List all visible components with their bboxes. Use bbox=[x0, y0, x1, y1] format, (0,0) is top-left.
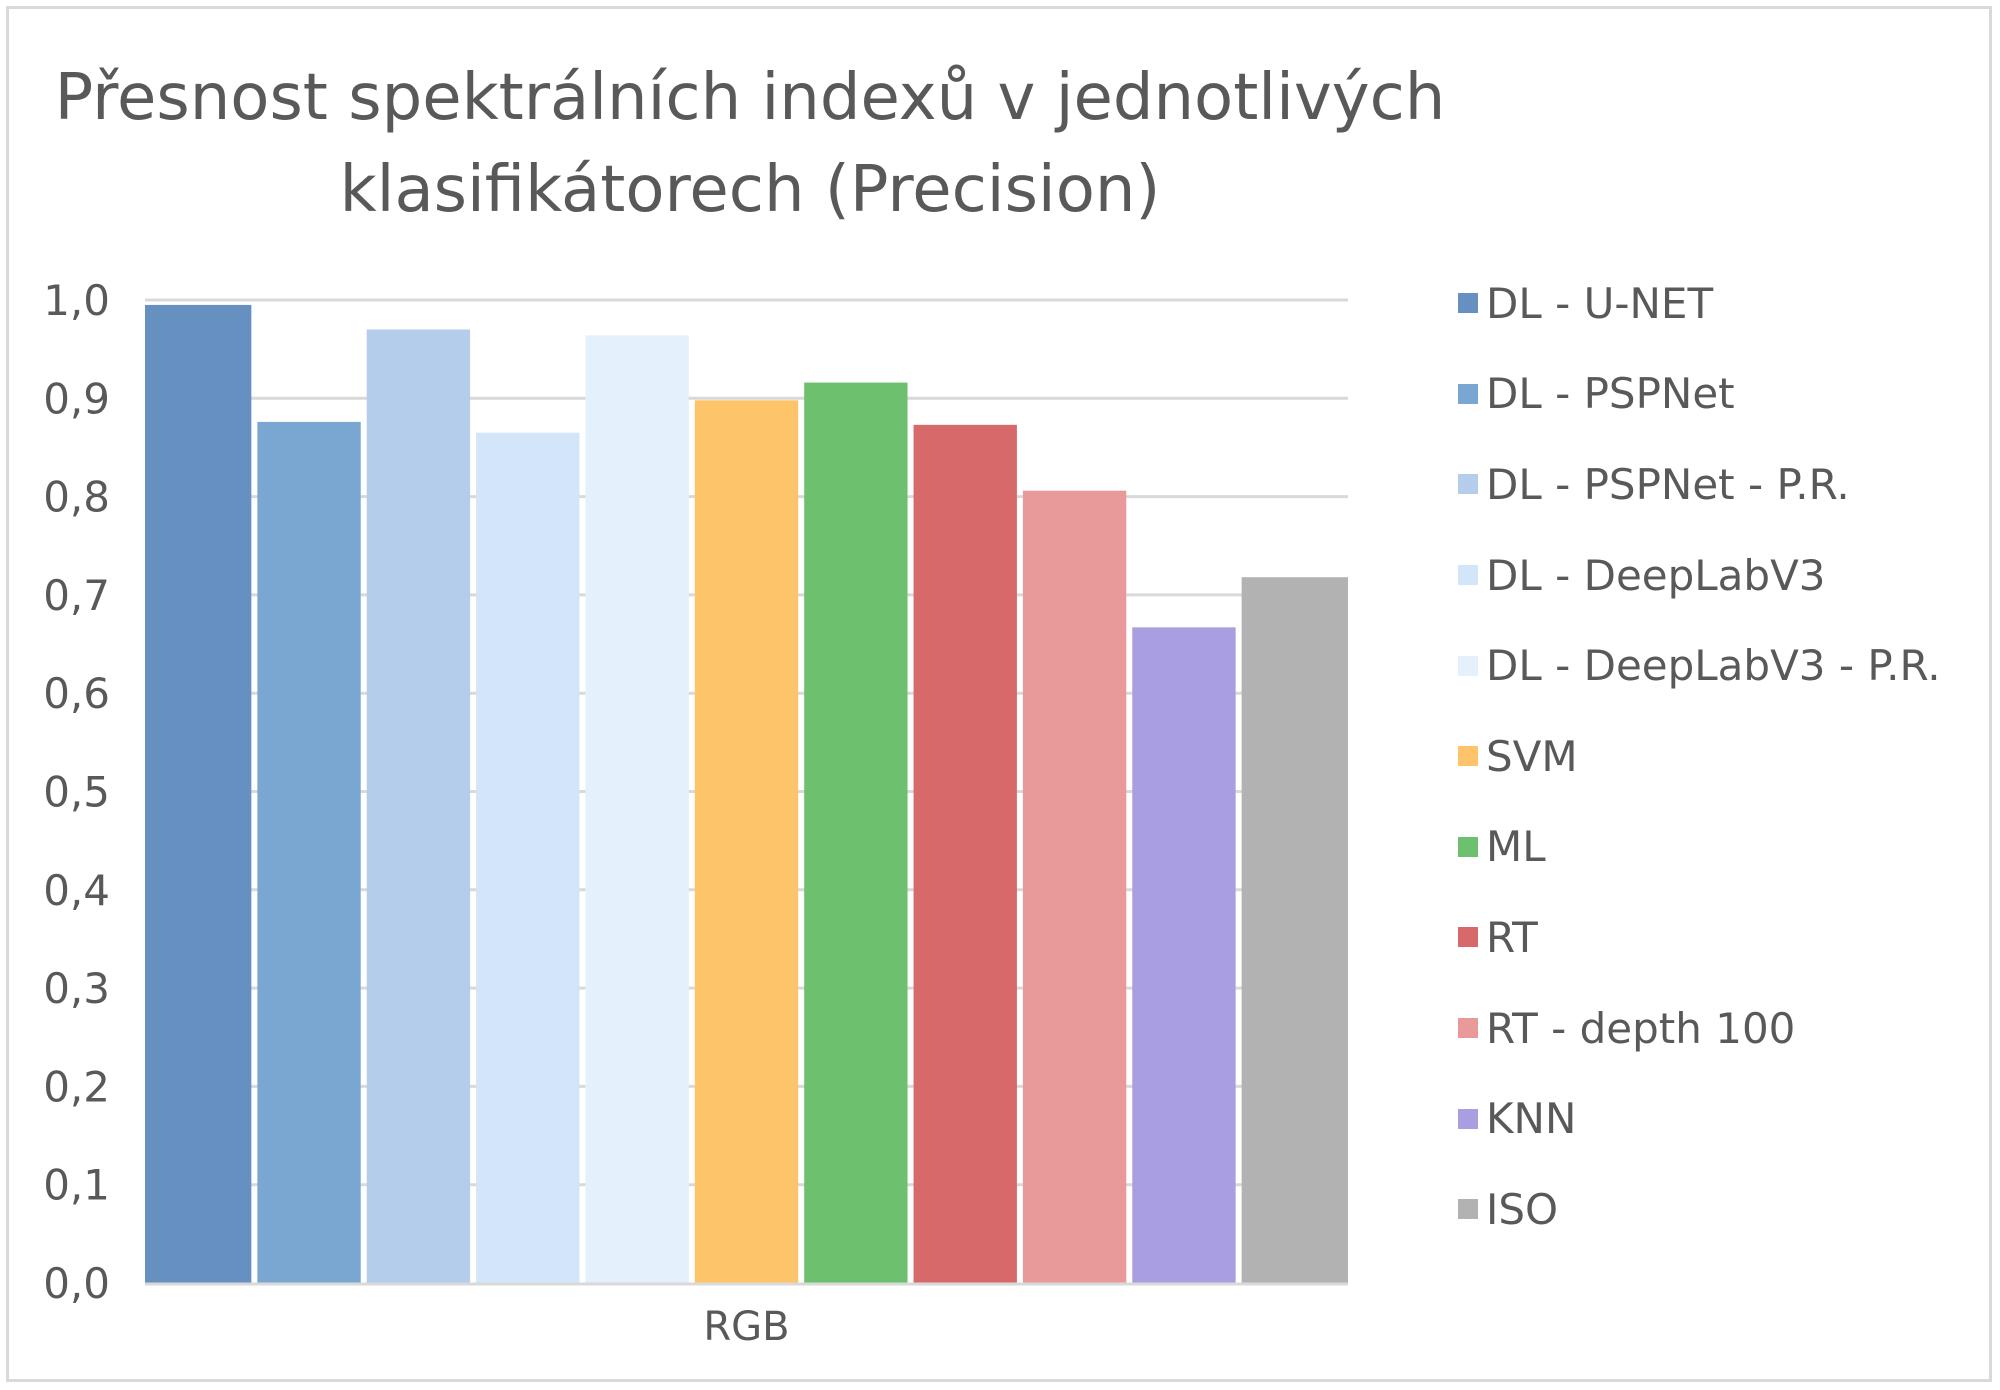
bar-knn bbox=[1132, 627, 1236, 1283]
bar-dl-pspnet bbox=[257, 421, 361, 1284]
legend-label: DL - PSPNet bbox=[1486, 369, 1735, 419]
legend-label: ML bbox=[1486, 822, 1546, 872]
legend-swatch bbox=[1458, 383, 1478, 404]
legend-item: DL - U-NET bbox=[1458, 258, 1988, 349]
legend-swatch bbox=[1458, 565, 1478, 586]
legend-label: DL - DeepLabV3 bbox=[1486, 550, 1826, 600]
legend-label: KNN bbox=[1486, 1094, 1577, 1144]
y-tick-label: 0,9 bbox=[43, 374, 110, 423]
legend-swatch bbox=[1458, 293, 1478, 314]
bar-dl-pspnet-p-r bbox=[366, 329, 471, 1283]
y-tick-label: 0,4 bbox=[43, 866, 110, 915]
legend-label: RT bbox=[1486, 912, 1538, 962]
legend-item: SVM bbox=[1458, 711, 1988, 802]
y-tick-label: 0,1 bbox=[43, 1161, 110, 1210]
legend-item: DL - DeepLabV3 - P.R. bbox=[1458, 620, 1988, 711]
legend-swatch bbox=[1458, 474, 1478, 495]
y-tick-label: 0,6 bbox=[43, 669, 110, 718]
bar-dl-deeplabv3 bbox=[476, 432, 580, 1284]
legend-label: RT - depth 100 bbox=[1486, 1003, 1796, 1053]
bar-dl-deeplabv3-p-r bbox=[585, 335, 689, 1283]
bar-dl-u-net bbox=[145, 304, 252, 1283]
bar-ml bbox=[804, 382, 908, 1283]
x-category-label: RGB bbox=[703, 1304, 789, 1350]
legend-label: SVM bbox=[1486, 731, 1578, 781]
y-tick-label: 0,5 bbox=[43, 768, 110, 817]
bar-svm bbox=[694, 400, 799, 1283]
bar-iso bbox=[1241, 577, 1348, 1283]
legend-item: DL - DeepLabV3 bbox=[1458, 530, 1988, 621]
y-tick-label: 1,0 bbox=[43, 276, 110, 325]
legend-label: ISO bbox=[1486, 1184, 1559, 1234]
legend-swatch bbox=[1458, 927, 1478, 948]
legend-item: RT - depth 100 bbox=[1458, 983, 1988, 1074]
y-tick-label: 0,3 bbox=[43, 964, 110, 1013]
legend-swatch bbox=[1458, 1018, 1478, 1039]
legend-label: DL - DeepLabV3 - P.R. bbox=[1486, 641, 1941, 691]
legend-swatch bbox=[1458, 1108, 1478, 1129]
legend-label: DL - U-NET bbox=[1486, 278, 1714, 328]
bar-rt bbox=[913, 424, 1017, 1283]
legend-item: DL - PSPNet - P.R. bbox=[1458, 439, 1988, 530]
chart-title: Přesnost spektrálních indexů v jednotliv… bbox=[54, 61, 1446, 227]
legend-swatch bbox=[1458, 836, 1478, 857]
legend-swatch bbox=[1458, 746, 1478, 767]
y-tick-label: 0,0 bbox=[43, 1259, 110, 1308]
y-tick-label: 0,8 bbox=[43, 473, 110, 522]
legend-item: ISO bbox=[1458, 1164, 1988, 1255]
legend-item: ML bbox=[1458, 802, 1988, 893]
legend-item: KNN bbox=[1458, 1073, 1988, 1164]
legend-item: DL - PSPNet bbox=[1458, 349, 1988, 440]
y-tick-label: 0,2 bbox=[43, 1062, 110, 1111]
chart-legend: DL - U-NET DL - PSPNet DL - PSPNet - P.R. D… bbox=[1458, 258, 1988, 1255]
bar-rt-depth-100 bbox=[1022, 490, 1127, 1283]
legend-swatch bbox=[1458, 1199, 1478, 1220]
legend-label: DL - PSPNet - P.R. bbox=[1486, 459, 1850, 509]
legend-swatch bbox=[1458, 655, 1478, 676]
y-tick-label: 0,7 bbox=[43, 571, 110, 620]
legend-item: RT bbox=[1458, 892, 1988, 983]
